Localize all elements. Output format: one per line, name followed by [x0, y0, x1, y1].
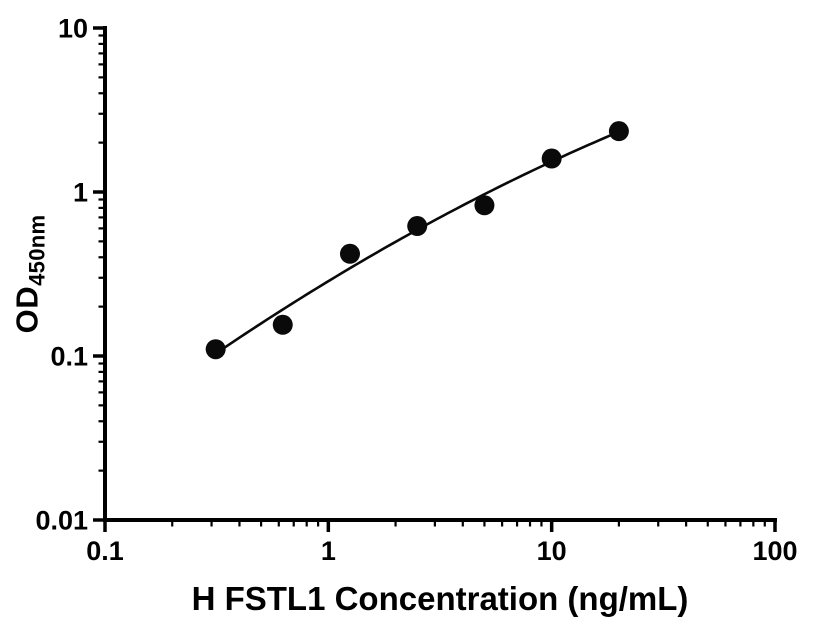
- data-point: [339, 243, 360, 264]
- x-tick-label: 100: [752, 536, 797, 566]
- x-tick-label: 1: [321, 536, 336, 566]
- data-point: [272, 314, 293, 335]
- y-tick-label: 10: [58, 14, 88, 44]
- data-point: [474, 195, 495, 216]
- y-axis-title: OD450nm: [9, 215, 50, 334]
- data-point: [541, 148, 562, 169]
- x-axis-title: H FSTL1 Concentration (ng/mL): [191, 580, 689, 617]
- x-tick-label: 10: [537, 536, 567, 566]
- y-tick-label: 1: [73, 178, 88, 208]
- data-point: [608, 121, 629, 142]
- y-axis-title-subscript: 450nm: [24, 214, 50, 286]
- y-axis-title-main: OD: [9, 285, 45, 334]
- data-point: [205, 339, 226, 360]
- data-point: [407, 216, 428, 237]
- y-tick-label: 0.01: [35, 506, 88, 536]
- y-tick-label: 0.1: [50, 342, 88, 372]
- x-tick-label: 0.1: [86, 536, 124, 566]
